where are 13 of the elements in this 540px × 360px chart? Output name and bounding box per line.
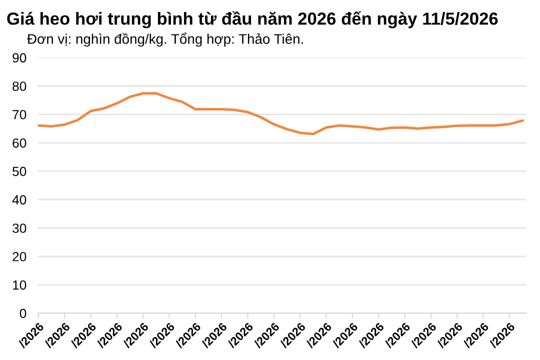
y-tick-label: 20 <box>12 252 26 262</box>
y-tick-label: 10 <box>13 280 26 290</box>
line-series <box>38 92 524 136</box>
y-tick-label: 50 <box>12 166 26 176</box>
y-tick-label: 90 <box>12 53 26 63</box>
y-tick-label: 0 <box>20 308 26 318</box>
y-tick-label: 70 <box>12 110 26 120</box>
y-tick-label: 80 <box>12 82 26 91</box>
chart-subtitle: Đơn vị: nghìn đồng/kg. Tổng hợp: Thảo Tiên. <box>27 32 303 47</box>
y-tick-label: 30 <box>12 224 26 233</box>
y-tick-label: 40 <box>12 195 26 205</box>
chart-title: Giá heo hơi trung bình từ đầu năm 2026 đến ngày 11/5/2026 <box>7 11 498 28</box>
y-tick-label: 60 <box>12 138 26 148</box>
